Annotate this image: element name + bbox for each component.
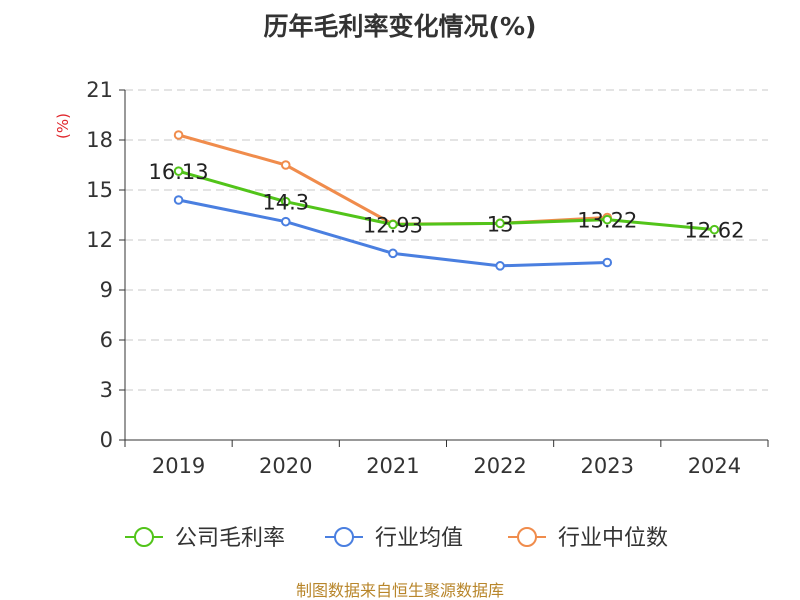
- x-tick-label: 2021: [366, 454, 419, 478]
- data-label: 13: [487, 212, 514, 236]
- data-point: [173, 166, 184, 176]
- source-note: 制图数据来自恒生聚源数据库: [296, 581, 504, 600]
- data-point: [280, 216, 291, 227]
- legend-marker: [334, 527, 354, 547]
- data-point: [173, 195, 184, 205]
- series-line-0: [178, 169, 715, 232]
- legend-label: 行业中位数: [558, 526, 668, 551]
- axes: 0 3 6 9 12 15 18 21 2019 2020 2021 2022 2023 2024: [86, 78, 769, 478]
- y-tick-label: 15: [86, 178, 113, 202]
- data-point: [602, 214, 613, 225]
- series-lines: [173, 130, 720, 271]
- data-labels: 16.13 14.3 12.93 13 13.22 12.62: [149, 160, 745, 243]
- y-tick-label: 0: [100, 428, 113, 452]
- data-point: [280, 160, 291, 170]
- legend-label: 公司毛利率: [175, 526, 285, 551]
- series-line-2: [178, 133, 608, 226]
- x-tick-label: 2020: [259, 454, 312, 478]
- y-tick-label: 9: [100, 278, 113, 302]
- y-tick-label: 21: [86, 78, 113, 102]
- data-label: 12.93: [363, 214, 423, 238]
- grid-lines: [125, 89, 768, 391]
- x-tick-label: 2022: [473, 454, 526, 478]
- y-axis-unit: (%): [54, 113, 72, 139]
- x-tick-label: 2019: [152, 454, 205, 478]
- y-tick-label: 12: [86, 228, 113, 252]
- y-tick-label: 3: [100, 378, 113, 402]
- chart-title: 历年毛利率变化情况(%): [264, 12, 537, 41]
- data-point: [495, 218, 505, 229]
- data-point: [280, 196, 291, 207]
- x-tick-label: 2023: [581, 454, 634, 478]
- data-point: [495, 261, 505, 271]
- data-label: 16.13: [149, 160, 209, 184]
- data-point: [173, 130, 184, 140]
- legend: 公司毛利率 行业均值 行业中位数: [125, 526, 668, 551]
- x-tick-label: 2024: [688, 454, 741, 478]
- y-tick-label: 18: [86, 128, 113, 152]
- legend-marker: [134, 527, 154, 547]
- data-label: 13.22: [577, 209, 637, 233]
- data-point: [602, 257, 613, 268]
- data-point: [709, 224, 720, 235]
- data-label: 14.3: [262, 191, 309, 215]
- legend-label: 行业均值: [375, 526, 463, 551]
- legend-marker: [517, 527, 537, 547]
- y-tick-label: 6: [100, 328, 113, 352]
- data-point: [388, 248, 398, 259]
- data-label: 12.62: [684, 219, 744, 243]
- data-point: [388, 219, 398, 230]
